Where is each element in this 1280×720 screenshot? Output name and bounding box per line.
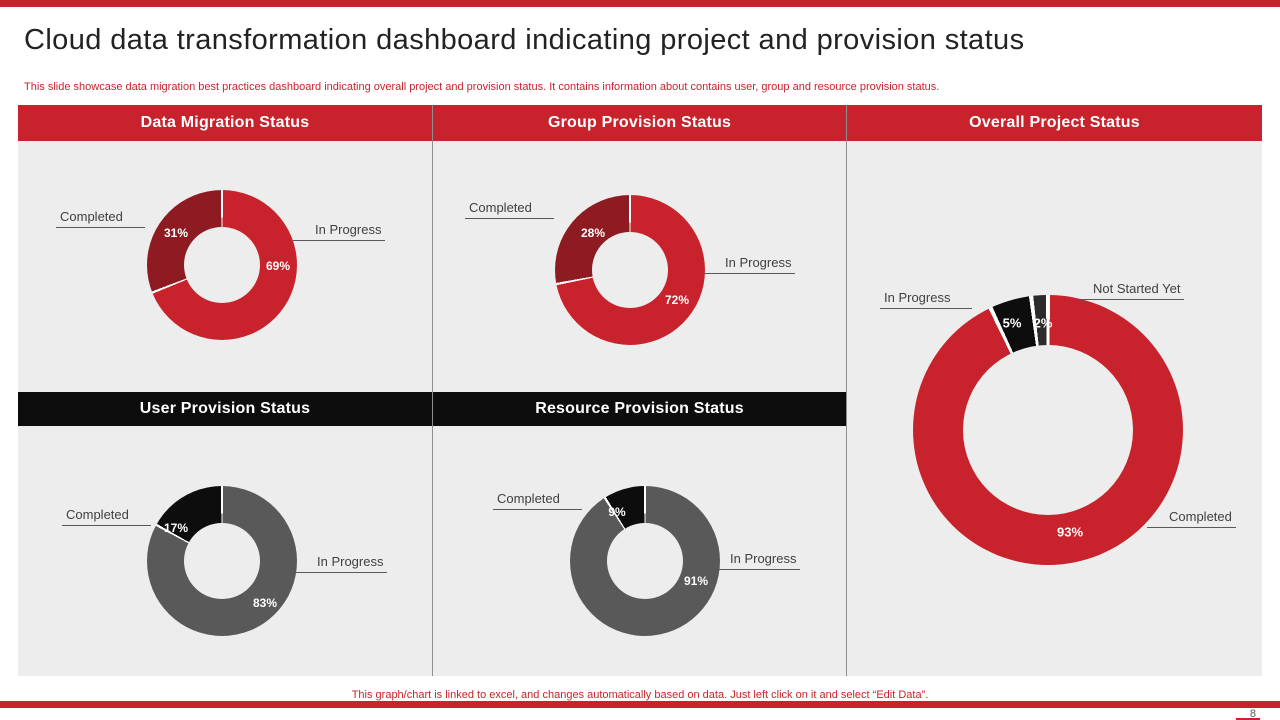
callout-label-in-progress: In Progress (703, 255, 796, 274)
callout-label-in-progress: In Progress (708, 551, 801, 570)
footer-note: This graph/chart is linked to excel, and… (351, 689, 929, 701)
bottom-accent-bar (0, 701, 1280, 708)
panel-resource-provision-status: Completed In Progress 9% 91% (433, 426, 846, 676)
panel-user-provision-status: Completed In Progress 17% 83% (18, 426, 432, 676)
page-title: Cloud data transformation dashboard indi… (24, 24, 1025, 56)
panel-overall-project-status: In Progress Not Started Yet Completed 5%… (847, 141, 1262, 676)
section-header-group-provision-status: Group Provision Status (433, 105, 846, 141)
section-header-user-provision-status: User Provision Status (18, 392, 432, 426)
dashboard-grid: Data Migration Status Completed In Progr… (18, 105, 1262, 676)
segment-value-in-progress: 72% (664, 293, 690, 307)
callout-label-not-started-yet: Not Started Yet (1071, 281, 1185, 300)
panel-group-provision-status: Completed In Progress 28% 72% (433, 141, 846, 392)
donut-chart-data-migration[interactable] (147, 190, 297, 340)
callout-label-completed: Completed (56, 209, 145, 228)
panel-data-migration-status: Completed In Progress 31% 69% (18, 141, 432, 392)
segment-value-completed: 28% (580, 226, 606, 240)
page-number-underline (1236, 718, 1260, 720)
segment-value-completed: 17% (163, 521, 189, 535)
segment-value-in-progress: 91% (683, 574, 709, 588)
callout-label-completed: Completed (465, 200, 554, 219)
donut-chart-overall-project[interactable] (913, 295, 1183, 565)
donut-chart-group-provision[interactable] (555, 195, 705, 345)
segment-value-completed: 31% (163, 226, 189, 240)
donut-chart-user-provision[interactable] (147, 486, 297, 636)
segment-value-completed: 9% (608, 505, 626, 519)
column-group-resource: Group Provision Status Completed In Prog… (432, 105, 846, 676)
segment-value-completed: 93% (1056, 524, 1084, 540)
column-data-migration-user: Data Migration Status Completed In Progr… (18, 105, 432, 676)
top-accent-bar (0, 0, 1280, 7)
callout-label-in-progress: In Progress (880, 290, 973, 309)
donut-chart-resource-provision[interactable] (570, 486, 720, 636)
callout-label-completed: Completed (62, 507, 151, 526)
page-subtitle: This slide showcase data migration best … (24, 81, 940, 93)
segment-value-in-progress: 83% (252, 596, 278, 610)
segment-value-in-progress: 5% (1002, 315, 1022, 331)
segment-value-not-started-yet: 2% (1033, 315, 1053, 331)
section-header-resource-provision-status: Resource Provision Status (433, 392, 846, 426)
segment-value-in-progress: 69% (265, 259, 291, 273)
callout-label-in-progress: In Progress (293, 222, 386, 241)
section-header-data-migration-status: Data Migration Status (18, 105, 432, 141)
callout-label-completed: Completed (1147, 509, 1236, 528)
column-overall-project: Overall Project Status In Progress Not S… (846, 105, 1262, 676)
callout-label-in-progress: In Progress (295, 554, 388, 573)
callout-label-completed: Completed (493, 491, 582, 510)
page-number: 8 (1249, 708, 1256, 720)
section-header-overall-project-status: Overall Project Status (847, 105, 1262, 141)
